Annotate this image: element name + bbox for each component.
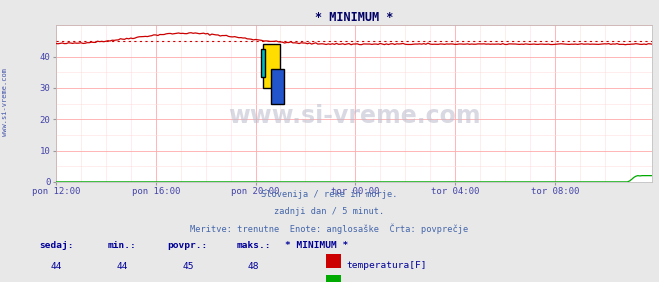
- FancyBboxPatch shape: [272, 69, 285, 103]
- Text: zadnji dan / 5 minut.: zadnji dan / 5 minut.: [274, 207, 385, 216]
- Text: * MINIMUM *: * MINIMUM *: [285, 241, 348, 250]
- Text: 44: 44: [116, 262, 128, 271]
- Text: www.si-vreme.com: www.si-vreme.com: [228, 104, 480, 128]
- Text: Slovenija / reke in morje.: Slovenija / reke in morje.: [261, 190, 398, 199]
- FancyBboxPatch shape: [263, 44, 279, 88]
- Text: 45: 45: [182, 262, 194, 271]
- Text: temperatura[F]: temperatura[F]: [346, 261, 426, 270]
- Text: povpr.:: povpr.:: [167, 241, 208, 250]
- Text: 44: 44: [50, 262, 62, 271]
- Text: min.:: min.:: [107, 241, 136, 250]
- Text: sedaj:: sedaj:: [39, 241, 73, 250]
- FancyBboxPatch shape: [260, 49, 266, 77]
- Text: 48: 48: [248, 262, 260, 271]
- Text: maks.:: maks.:: [237, 241, 271, 250]
- Text: Meritve: trenutne  Enote: anglosaške  Črta: povprečje: Meritve: trenutne Enote: anglosaške Črta…: [190, 223, 469, 233]
- Title: * MINIMUM *: * MINIMUM *: [315, 11, 393, 24]
- Text: www.si-vreme.com: www.si-vreme.com: [2, 67, 9, 136]
